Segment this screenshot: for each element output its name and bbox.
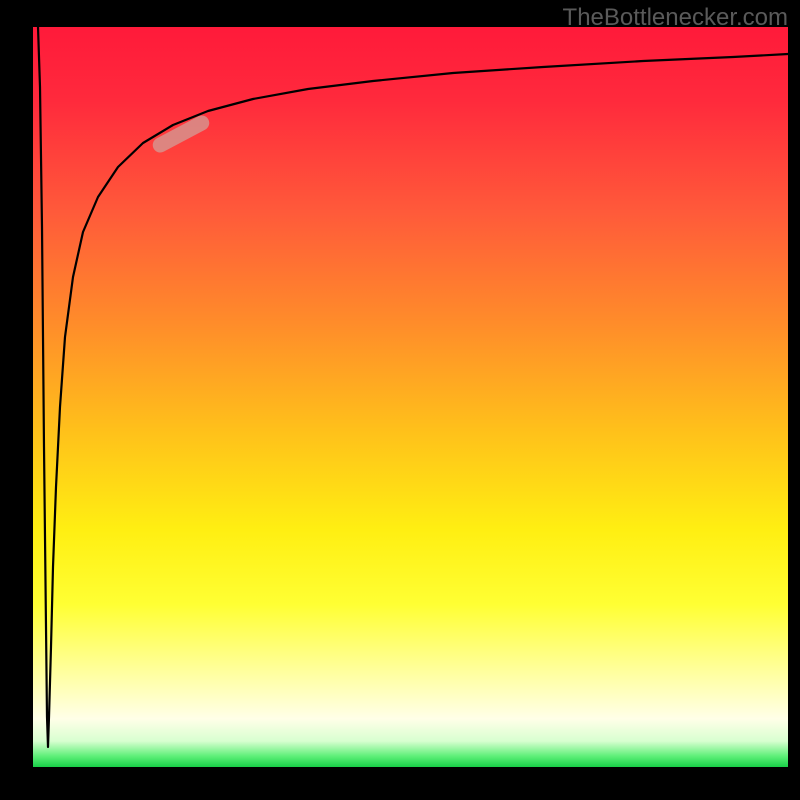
curve-layer <box>33 27 788 767</box>
watermark-text: TheBottlenecker.com <box>563 4 788 32</box>
chart-stage: TheBottlenecker.com <box>0 0 800 800</box>
bottleneck-curve <box>38 27 788 747</box>
plot-area <box>33 27 788 767</box>
